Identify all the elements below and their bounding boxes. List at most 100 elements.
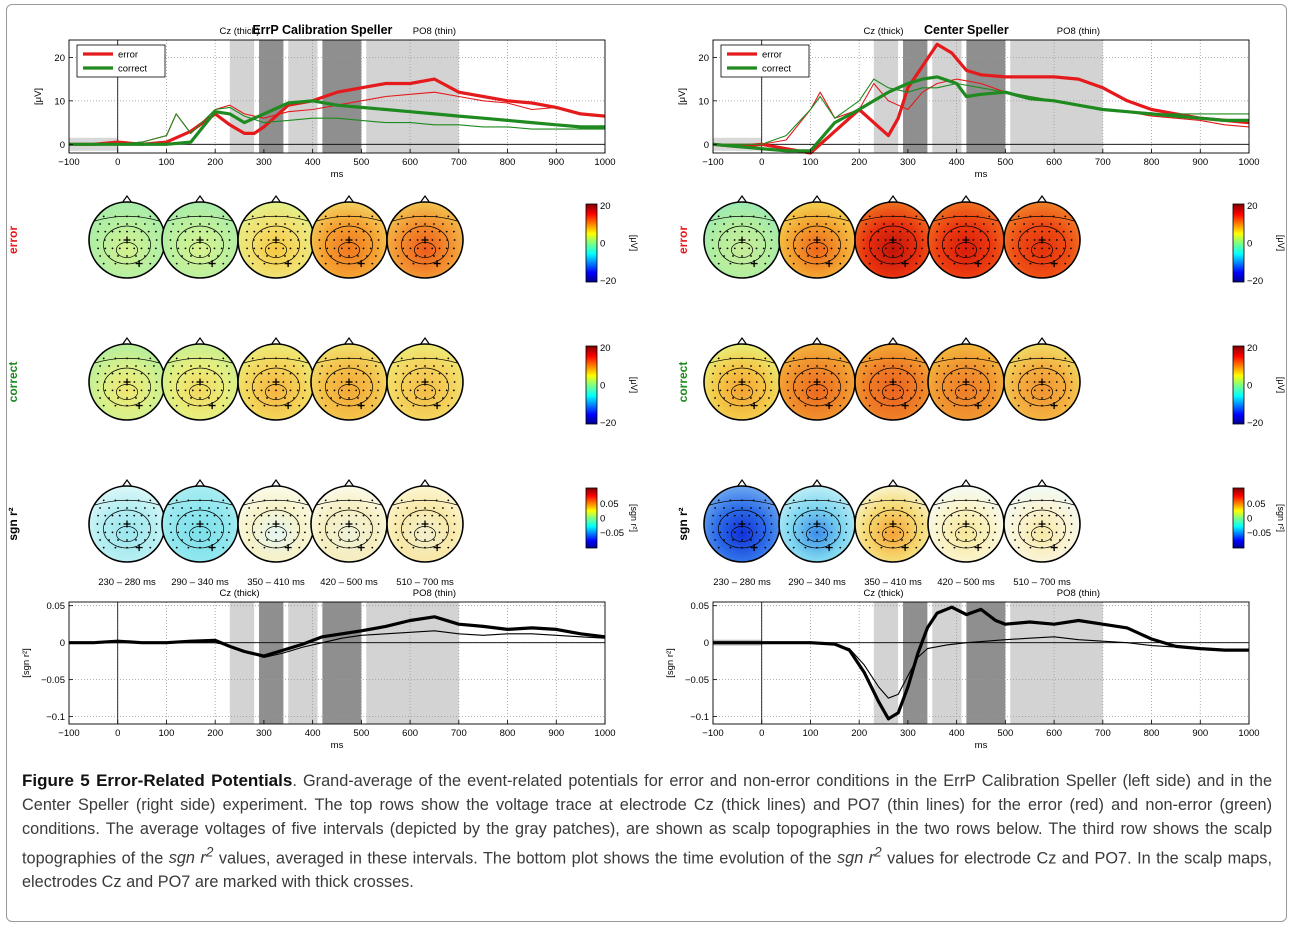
electrode <box>947 397 949 399</box>
electrode <box>1023 397 1025 399</box>
electrode <box>714 507 716 509</box>
electrode <box>1029 404 1032 407</box>
electrode <box>140 230 143 233</box>
electrode <box>409 389 412 392</box>
series-PO8-PO8 <box>713 636 1250 699</box>
electrode <box>919 539 921 541</box>
electrode <box>1062 531 1065 534</box>
electrode <box>248 365 251 367</box>
electrode <box>137 215 140 218</box>
electrode <box>181 365 184 367</box>
electrode <box>1026 523 1029 525</box>
electrode <box>837 531 840 534</box>
colorbar-left-error: 200−20[μV] <box>585 201 639 287</box>
electrode <box>213 531 216 534</box>
head-nose <box>194 194 206 204</box>
electrode <box>213 389 216 392</box>
electrode <box>816 507 818 509</box>
electrode <box>187 215 190 218</box>
electrode <box>845 239 848 241</box>
electrode <box>712 531 714 534</box>
electrode <box>953 404 956 407</box>
electrode <box>191 514 194 517</box>
electrode <box>336 357 339 360</box>
electrode <box>1050 223 1052 225</box>
electrode <box>191 247 194 250</box>
x-tick-label: 100 <box>803 157 819 168</box>
electrode <box>177 389 180 392</box>
interval-patch <box>1010 602 1103 724</box>
electrode <box>336 499 339 502</box>
electrode <box>266 539 268 541</box>
electrode <box>718 381 721 383</box>
electrode <box>1026 372 1029 375</box>
electrode <box>433 507 435 509</box>
electrode <box>938 365 940 367</box>
row-label-r2: sgn r² <box>6 507 20 540</box>
electrode <box>371 404 374 407</box>
electrode <box>768 255 770 257</box>
electrode <box>943 389 946 392</box>
electrode <box>752 357 755 360</box>
x-tick-label: 800 <box>500 728 516 739</box>
electrode <box>206 531 209 534</box>
electrode <box>416 247 419 250</box>
electrode <box>137 499 140 502</box>
electrode <box>1026 239 1029 241</box>
electrode <box>877 531 880 534</box>
electrode <box>175 499 178 502</box>
electrode <box>298 499 301 502</box>
electrode <box>816 499 818 502</box>
electrode <box>717 357 720 360</box>
electrode <box>793 239 796 241</box>
electrode <box>357 397 359 399</box>
chart-left-bottom: −100 0 100 200 300 400 500 600 700 800 900 10000.05… <box>21 588 616 751</box>
electrode <box>339 507 341 509</box>
electrode <box>446 239 449 241</box>
y-tick-label: 10 <box>698 96 709 107</box>
electrode <box>222 215 225 218</box>
electrode <box>377 523 380 525</box>
electrode <box>340 247 343 250</box>
head-nose <box>811 478 823 488</box>
electrode <box>326 514 329 517</box>
electrode <box>935 239 938 241</box>
electrode <box>415 223 417 225</box>
colorbar-gradient <box>585 345 598 425</box>
y-tick-label: −0.05 <box>41 675 65 686</box>
electrode <box>453 372 455 375</box>
electrode <box>409 239 412 241</box>
electrode <box>1064 404 1067 407</box>
electrode <box>762 372 765 375</box>
electrode <box>402 230 405 233</box>
electrode <box>424 262 426 265</box>
electrode <box>184 230 187 233</box>
electrode <box>222 357 225 360</box>
electrode <box>759 539 761 541</box>
electrode <box>326 230 329 233</box>
electrode <box>402 531 405 534</box>
electrode <box>199 255 201 257</box>
electrode <box>355 514 358 517</box>
electrode <box>257 255 259 257</box>
electrode <box>839 215 842 218</box>
electrode <box>438 523 441 525</box>
electrode <box>371 499 374 502</box>
electrode <box>126 531 128 534</box>
electrode <box>336 404 339 407</box>
electrode <box>442 397 444 399</box>
interval-patch <box>288 602 318 724</box>
electrode <box>830 523 833 525</box>
electrode <box>883 223 885 225</box>
electrode <box>284 539 286 541</box>
electrode <box>892 404 894 407</box>
electrode <box>1014 223 1016 225</box>
electrode <box>319 372 321 375</box>
electrode <box>126 255 128 257</box>
electrode <box>1014 507 1016 509</box>
electrode <box>114 546 117 549</box>
electrode <box>789 539 791 541</box>
electrode <box>712 230 714 233</box>
electrode <box>217 507 219 509</box>
electrode <box>979 381 982 383</box>
